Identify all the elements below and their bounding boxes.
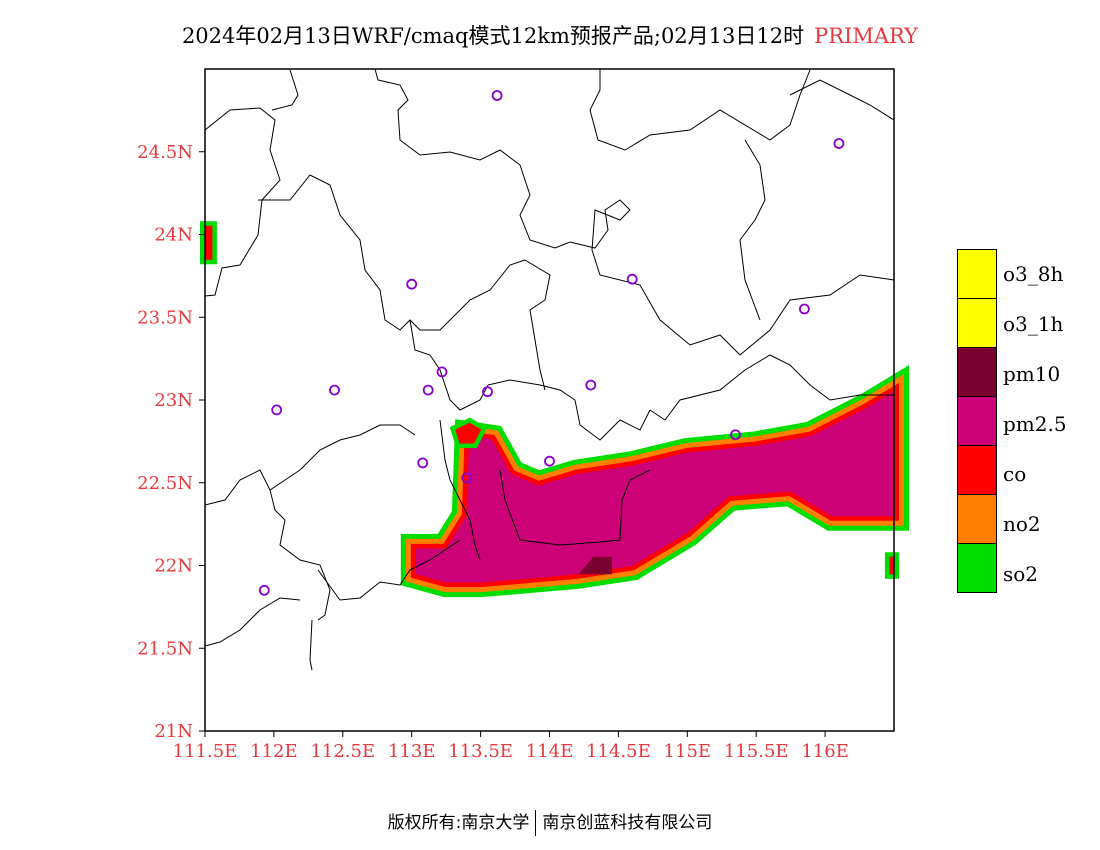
border-line-2 — [374, 68, 895, 356]
y-tick-label-1: 21.5N — [137, 638, 193, 659]
border-line-8 — [487, 379, 651, 441]
border-line-3 — [589, 69, 811, 151]
y-tick-label-6: 24N — [154, 225, 193, 246]
station-markers — [258, 90, 845, 596]
y-tick-label-3: 22.5N — [137, 473, 193, 494]
border-line-6 — [258, 174, 526, 331]
border-line-17 — [309, 619, 313, 671]
x-tick-label-4: 113.5E — [448, 741, 513, 762]
co-region-3 — [204, 225, 213, 260]
species-legend — [957, 249, 997, 593]
border-line-16 — [499, 469, 651, 546]
border-line-4 — [789, 79, 895, 121]
title-text: 2024年02月13日WRF/cmaq模式12km预报产品;02月13日12时 — [181, 24, 805, 48]
y-tick-label-0: 21N — [154, 721, 193, 742]
pm2.5-region-0 — [415, 390, 895, 583]
x-tick-label-2: 112.5E — [310, 741, 375, 762]
border-line-10 — [649, 354, 894, 421]
station-marker-8 — [482, 386, 493, 398]
station-marker-7 — [422, 384, 434, 396]
admin-borders — [204, 68, 895, 671]
footer-right: 南京创蓝科技有限公司 — [542, 813, 713, 833]
x-tick-label-0: 111.5E — [173, 741, 238, 762]
border-line-7 — [409, 319, 489, 411]
co-region-1 — [455, 422, 482, 444]
legend-label-no2: no2 — [1003, 512, 1041, 536]
border-line-12 — [269, 489, 331, 621]
x-tick-label-9: 116E — [801, 741, 849, 762]
border-line-5 — [739, 139, 766, 321]
map-axes: 111.5E 112E 112.5E 113E 113.5E 114E 114.5E 115E… — [137, 142, 849, 762]
y-tick-label-5: 23.5N — [137, 307, 193, 328]
station-marker-4 — [799, 303, 810, 315]
legend-swatch-pm10 — [957, 347, 997, 396]
border-line-0 — [204, 107, 281, 297]
legend-label-pm10: pm10 — [1003, 362, 1061, 386]
x-tick-label-5: 114E — [526, 741, 574, 762]
border-line-1 — [271, 69, 299, 111]
legend-swatch-no2 — [957, 494, 997, 543]
station-marker-6 — [329, 384, 340, 396]
x-tick-label-1: 112E — [250, 741, 298, 762]
station-marker-15 — [258, 584, 270, 596]
y-tick-label-4: 23N — [154, 390, 193, 411]
station-marker-0 — [491, 90, 503, 101]
x-tick-label-3: 113E — [388, 741, 436, 762]
legend-swatch-pm25 — [957, 396, 997, 445]
y-tick-label-7: 24.5N — [137, 142, 193, 163]
legend-label-o3_8h: o3_8h — [1003, 262, 1064, 286]
station-marker-10 — [271, 404, 283, 416]
pm10-region-2 — [578, 556, 612, 575]
station-marker-1 — [833, 138, 845, 149]
footer-left: 版权所有:南京大学 — [387, 813, 530, 833]
copyright-footer: 版权所有:南京大学 南京创蓝科技有限公司 — [0, 808, 1100, 836]
station-marker-11 — [730, 429, 741, 441]
title-tag: PRIMARY — [814, 24, 919, 48]
station-marker-3 — [626, 273, 638, 285]
legend-swatch-o3_8h — [957, 249, 997, 298]
station-marker-12 — [417, 457, 429, 469]
border-line-15 — [439, 419, 481, 561]
legend-label-o3_1h: o3_1h — [1003, 312, 1064, 336]
footer-separator — [535, 810, 537, 836]
station-marker-14 — [544, 455, 555, 467]
map-frame — [204, 68, 895, 732]
border-line-14 — [317, 539, 461, 601]
map-title: 2024年02月13日WRF/cmaq模式12km预报产品;02月13日12时 P… — [0, 20, 1100, 50]
station-marker-2 — [406, 278, 418, 290]
station-marker-9 — [585, 379, 597, 391]
species-legend-labels: o3_8h o3_1h pm10 pm2.5 co no2 so2 — [1003, 249, 1067, 599]
border-line-11 — [204, 424, 416, 506]
legend-swatch-o3_1h — [957, 298, 997, 347]
legend-swatch-co — [957, 445, 997, 494]
border-line-13 — [204, 597, 301, 647]
x-tick-label-7: 115E — [664, 741, 712, 762]
x-tick-label-6: 114.5E — [586, 741, 651, 762]
legend-label-pm25: pm2.5 — [1003, 412, 1067, 436]
legend-swatch-so2 — [957, 543, 997, 593]
legend-label-so2: so2 — [1003, 562, 1039, 586]
plume-layer — [200, 221, 909, 598]
x-tick-label-8: 115.5E — [724, 741, 789, 762]
border-line-9 — [524, 259, 551, 391]
station-marker-5 — [436, 366, 448, 378]
y-tick-label-2: 22N — [154, 556, 193, 577]
legend-label-co: co — [1003, 462, 1027, 486]
station-marker-13 — [461, 472, 473, 484]
